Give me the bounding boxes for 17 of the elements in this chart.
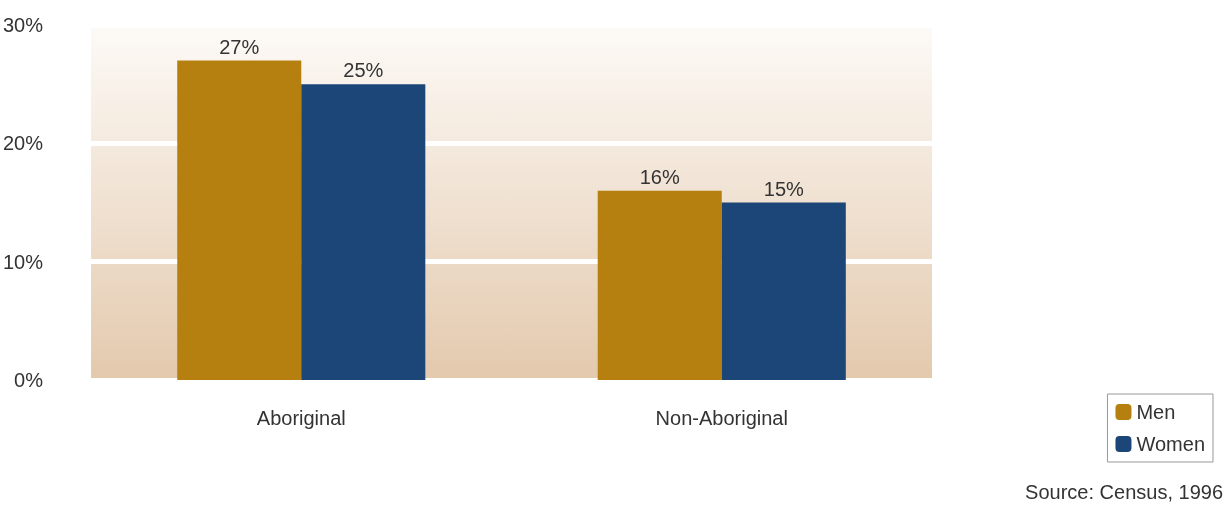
data-label: 15%	[763, 177, 805, 200]
bar	[721, 202, 846, 380]
y-tick-label: 30%	[3, 14, 44, 36]
legend-label: Women	[1136, 433, 1205, 455]
y-tick-label: 10%	[3, 250, 44, 273]
x-tick-label: Non-Aboriginal	[655, 407, 788, 429]
x-tick-label: Aboriginal	[256, 407, 346, 429]
legend-label: Men	[1136, 401, 1176, 423]
bar	[301, 84, 426, 380]
data-label: 27%	[219, 35, 260, 58]
bar	[597, 190, 722, 380]
y-tick-label: 0%	[14, 369, 44, 391]
data-label: 16%	[639, 165, 680, 188]
source-note: Source: Census, 1996	[1025, 481, 1224, 503]
data-label: 25%	[343, 59, 384, 82]
bar	[177, 60, 302, 380]
y-tick-label: 20%	[3, 132, 44, 155]
